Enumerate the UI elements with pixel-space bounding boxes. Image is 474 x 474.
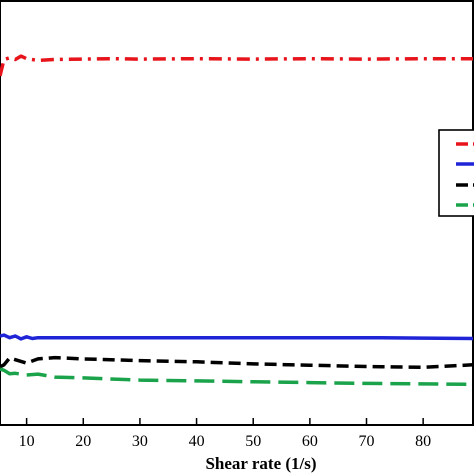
x-tick-label: 50 [245,433,261,450]
plot-frame [0,0,474,426]
x-tick-label: 20 [75,433,91,450]
x-tick-label: 30 [132,433,148,450]
x-tick-label: 10 [19,433,35,450]
series-line-3 [0,355,474,370]
x-axis-title: Shear rate (1/s) [205,454,316,473]
series-line-1 [0,54,473,77]
x-axis-ticks: 10 20 30 40 50 60 70 80 [19,418,431,450]
x-tick-label: 70 [359,433,375,450]
legend [438,129,474,217]
x-tick-label: 80 [415,433,431,450]
x-tick-label: 60 [302,433,318,450]
series-line-2 [0,333,474,341]
series-line-4 [0,367,474,387]
legend-swatches [456,142,474,207]
series-layer [0,54,474,387]
x-tick-label: 40 [189,433,205,450]
